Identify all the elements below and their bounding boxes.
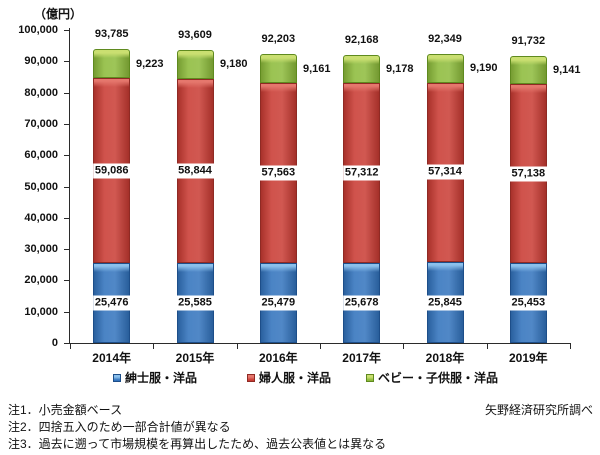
segment-value-label: 57,312 <box>342 165 381 181</box>
y-tick-label: 20,000 <box>24 274 58 286</box>
x-category-label: 2016年 <box>258 351 298 365</box>
x-tick <box>70 344 71 349</box>
x-category-label: 2014年 <box>92 351 132 365</box>
y-tick-label: 100,000 <box>18 24 58 36</box>
y-axis-unit-label: （億円） <box>34 7 83 21</box>
y-tick <box>64 187 69 188</box>
x-axis-line <box>69 343 571 344</box>
segment-value-label: 25,678 <box>342 295 381 311</box>
bar-2019年-baby-kids <box>510 55 547 85</box>
x-category-label: 2015年 <box>175 351 215 365</box>
y-tick-label: 60,000 <box>24 149 58 161</box>
legend-item-mens: 紳士服・洋品 <box>113 369 197 386</box>
y-tick <box>64 343 69 344</box>
note-3: 注3．過去に遡って市場規模を再算出したため、過去公表値とは異なる <box>8 437 387 451</box>
y-tick-label: 0 <box>51 337 58 349</box>
bar-2018年-baby-kids <box>427 53 464 83</box>
legend-item-womens: 婦人服・洋品 <box>247 369 331 386</box>
total-value-label: 91,732 <box>511 35 546 47</box>
legend-label-womens: 婦人服・洋品 <box>259 371 332 385</box>
segment-value-label: 25,479 <box>259 295 298 311</box>
segment-value-label: 9,161 <box>303 62 331 75</box>
y-tick-label: 80,000 <box>24 87 58 99</box>
x-tick <box>237 344 238 349</box>
y-tick <box>64 312 69 313</box>
y-tick <box>64 280 69 281</box>
y-axis-line <box>69 28 70 344</box>
total-value-label: 93,609 <box>178 29 212 41</box>
legend-label-mens: 紳士服・洋品 <box>125 371 198 385</box>
bar-2017年-baby-kids <box>343 54 380 84</box>
y-tick-label: 30,000 <box>24 243 58 255</box>
bar-2016年-baby-kids <box>260 54 297 84</box>
segment-value-label: 25,845 <box>426 295 464 311</box>
y-tick-label: 70,000 <box>24 118 58 130</box>
y-tick-label: 40,000 <box>24 212 58 224</box>
x-tick <box>153 344 154 349</box>
y-tick <box>64 249 69 250</box>
x-tick <box>403 344 404 349</box>
total-value-label: 92,349 <box>428 33 462 45</box>
segment-value-label: 9,190 <box>470 62 498 75</box>
bar-2015年-baby-kids <box>177 50 214 79</box>
total-value-label: 92,203 <box>261 33 296 45</box>
y-tick <box>64 155 69 156</box>
segment-value-label: 9,141 <box>553 64 581 77</box>
x-tick <box>570 344 571 349</box>
segment-value-label: 9,223 <box>136 57 164 70</box>
legend-marker-mens-icon <box>113 373 121 382</box>
legend-item-baby-kids: ベビー・子供服・洋品 <box>366 369 498 386</box>
segment-value-label: 57,138 <box>509 166 548 182</box>
x-category-label: 2018年 <box>425 351 465 365</box>
y-tick-label: 50,000 <box>24 181 58 193</box>
x-category-label: 2019年 <box>508 351 548 365</box>
x-tick <box>320 344 321 349</box>
segment-value-label: 59,086 <box>92 163 131 179</box>
total-value-label: 92,168 <box>344 34 379 46</box>
legend-label-baby-kids: ベビー・子供服・洋品 <box>378 371 499 385</box>
segment-value-label: 58,844 <box>176 163 214 179</box>
segment-value-label: 9,180 <box>220 58 248 71</box>
y-tick-label: 10,000 <box>24 306 58 318</box>
note-1: 注1．小売金額ベース <box>8 403 123 417</box>
total-value-label: 93,785 <box>94 28 129 40</box>
segment-value-label: 25,476 <box>92 295 131 311</box>
legend-marker-womens-icon <box>247 373 255 382</box>
y-tick <box>64 218 69 219</box>
source-credit: 矢野経済研究所調べ <box>484 403 593 417</box>
x-category-label: 2017年 <box>342 351 382 365</box>
legend-marker-baby-kids-icon <box>366 373 374 382</box>
y-tick-label: 90,000 <box>24 55 58 67</box>
segment-value-label: 25,585 <box>176 295 214 311</box>
y-tick <box>64 93 69 94</box>
y-tick <box>64 124 69 125</box>
y-tick <box>64 30 69 31</box>
segment-value-label: 57,563 <box>259 165 298 181</box>
bar-2014年-baby-kids <box>93 49 130 79</box>
x-tick <box>487 344 488 349</box>
segment-value-label: 57,314 <box>426 164 464 180</box>
legend: 紳士服・洋品 婦人服・洋品 ベビー・子供服・洋品 <box>0 369 600 385</box>
y-tick <box>64 61 69 62</box>
segment-value-label: 25,453 <box>509 295 548 311</box>
note-2: 注2．四捨五入のため一部合計値が異なる <box>8 420 231 434</box>
segment-value-label: 9,178 <box>386 62 414 75</box>
